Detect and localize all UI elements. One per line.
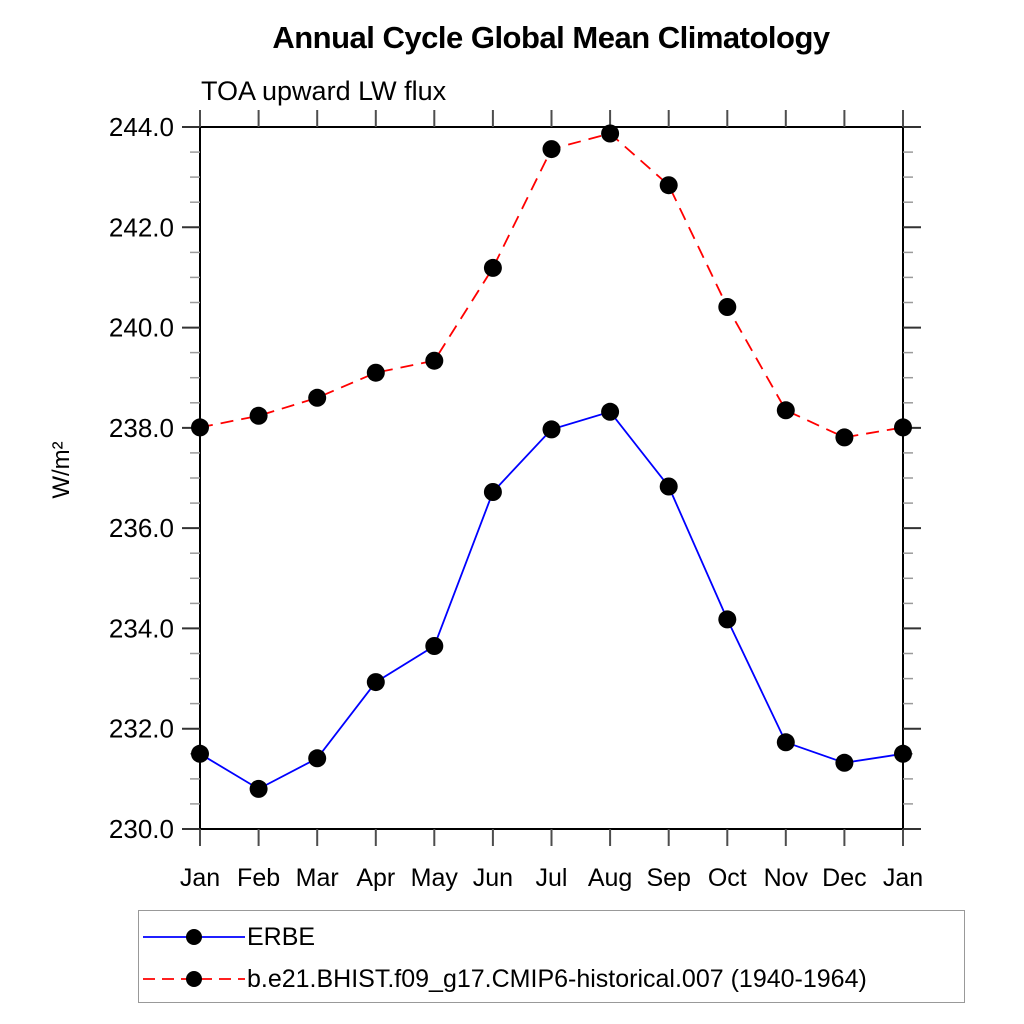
y-tick-label: 232.0 <box>109 714 174 744</box>
data-point-marker <box>191 418 209 437</box>
x-tick-label: Jan <box>883 864 923 892</box>
data-point-marker <box>425 637 444 655</box>
data-point-marker <box>308 749 327 768</box>
x-tick-label: Nov <box>764 864 809 892</box>
x-tick-label: Jan <box>180 864 220 892</box>
x-tick-label: Apr <box>356 864 395 892</box>
y-tick-label: 242.0 <box>109 212 174 242</box>
axis-frame <box>183 110 920 846</box>
y-tick-label: 240.0 <box>109 313 174 343</box>
y-tick-label: 238.0 <box>109 413 174 443</box>
data-point-marker <box>835 428 854 447</box>
data-point-marker <box>542 140 561 159</box>
series-model <box>191 124 912 447</box>
model-line-sample-icon <box>143 971 245 987</box>
x-tick-label: Feb <box>237 864 280 892</box>
y-tick-label: 234.0 <box>109 613 174 643</box>
x-tick-label: Sep <box>646 864 690 892</box>
x-axis: Jan Feb Mar Apr May Jun Jul Aug Sep Oct Nov Dec Jan <box>180 110 923 892</box>
data-point-marker <box>718 298 737 316</box>
data-point-marker <box>249 779 268 798</box>
series-line <box>199 410 904 790</box>
data-point-marker <box>366 363 385 382</box>
series-line <box>199 132 904 439</box>
data-point-marker <box>249 406 268 425</box>
data-point-marker <box>659 176 678 195</box>
legend-entry-erbe: ERBE <box>142 923 316 951</box>
data-point-marker <box>894 744 912 763</box>
legend-label-erbe: ERBE <box>247 923 316 951</box>
data-point-marker <box>308 388 327 407</box>
data-point-marker <box>659 477 678 496</box>
data-point-marker <box>718 610 737 629</box>
erbe-line-sample-icon <box>143 929 245 945</box>
data-point-marker <box>776 401 795 420</box>
x-tick-label: Aug <box>588 864 632 892</box>
series-erbe <box>191 402 912 798</box>
plot-area: Jan Feb Mar Apr May Jun Jul Aug Sep Oct Nov Dec Jan2… <box>109 110 923 892</box>
data-point-marker <box>425 351 444 370</box>
x-tick-label: Dec <box>822 864 866 892</box>
data-point-marker <box>601 124 620 143</box>
y-tick-label: 230.0 <box>109 814 174 844</box>
data-point-marker <box>776 733 795 752</box>
x-tick-label: Oct <box>708 864 747 892</box>
legend-entry-model: b.e21.BHIST.f09_g17.CMIP6-historical.007… <box>142 965 867 993</box>
data-point-marker <box>835 753 854 772</box>
data-point-marker <box>601 402 620 421</box>
data-point-marker <box>191 744 209 763</box>
chart-subtitle: TOA upward LW flux <box>201 76 447 106</box>
x-tick-label: Mar <box>296 864 339 892</box>
x-tick-label: Jul <box>536 864 568 892</box>
y-tick-label: 236.0 <box>109 513 174 543</box>
y-axis: 230.0 232.0 234.0 236.0 238.0 240.0 242.0 244.0 <box>109 112 921 844</box>
data-point-marker <box>894 418 912 437</box>
x-tick-label: Jun <box>473 864 513 892</box>
data-point-marker <box>483 483 502 501</box>
data-point-marker <box>542 420 561 439</box>
data-point-marker <box>483 258 502 277</box>
legend-box: ERBE b.e21.BHIST.f09_g17.CMIP6-historica… <box>138 910 965 1003</box>
x-tick-label: May <box>411 864 459 892</box>
y-tick-label: 244.0 <box>109 112 174 142</box>
legend-label-model: b.e21.BHIST.f09_g17.CMIP6-historical.007… <box>247 965 867 993</box>
data-point-marker <box>366 673 385 692</box>
chart-title: Annual Cycle Global Mean Climatology <box>272 20 830 55</box>
